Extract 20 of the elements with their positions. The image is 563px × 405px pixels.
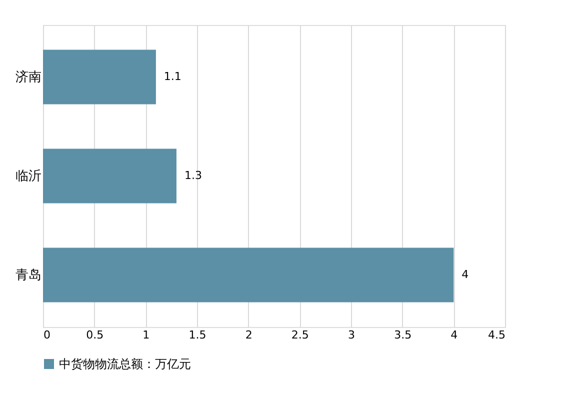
x-tick-label: 3.5 bbox=[394, 328, 412, 342]
x-tick-label: 2.5 bbox=[291, 328, 309, 342]
data-label: 1.3 bbox=[184, 169, 202, 182]
x-tick-label: 0 bbox=[44, 328, 50, 342]
bar bbox=[43, 50, 156, 104]
x-tick-label: 1 bbox=[142, 328, 150, 342]
y-tick-label: 济南 bbox=[16, 70, 42, 85]
data-label: 4 bbox=[462, 268, 469, 282]
x-tick-label: 0.5 bbox=[86, 328, 104, 342]
x-tick-label: 4 bbox=[450, 328, 458, 342]
x-tick-label: 4.5 bbox=[488, 328, 506, 342]
bar bbox=[43, 248, 454, 302]
data-label: 1.1 bbox=[164, 70, 182, 83]
bar bbox=[43, 148, 176, 204]
x-tick-label: 3 bbox=[348, 328, 355, 342]
x-tick-label: 1.5 bbox=[188, 328, 206, 342]
legend-label: 中货物物流总额：万亿元 bbox=[59, 357, 191, 371]
y-tick-label: 临沂 bbox=[16, 169, 42, 184]
x-tick-label: 2 bbox=[245, 328, 252, 342]
y-tick-label: 青岛 bbox=[16, 268, 42, 284]
